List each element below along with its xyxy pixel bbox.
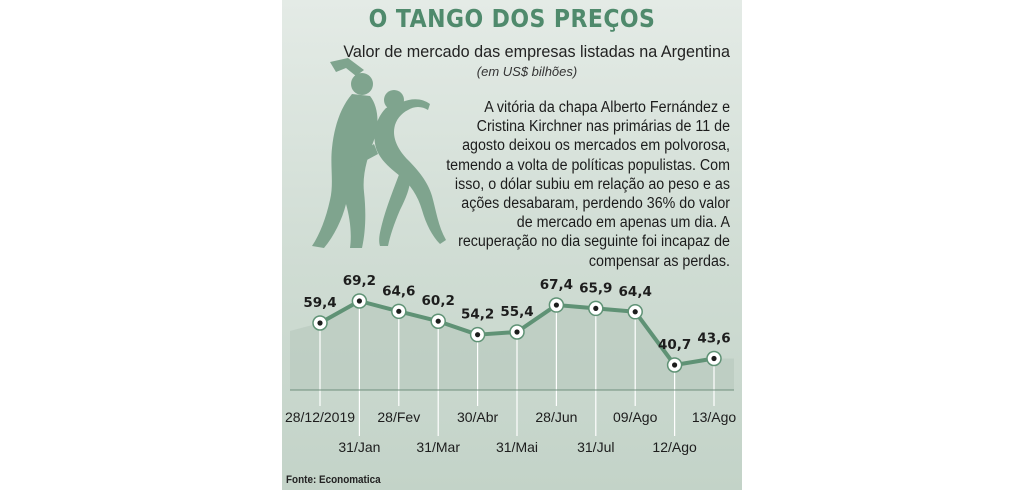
- x-tick-label: 28/Fev: [377, 409, 420, 425]
- x-tick-label: 31/Jan: [338, 439, 380, 455]
- data-point: [430, 313, 446, 329]
- data-point: [469, 326, 486, 343]
- data-point: [627, 304, 643, 320]
- data-point: [666, 357, 683, 373]
- x-tick-label: 09/Ago: [613, 409, 658, 425]
- data-label: 54,2: [461, 307, 494, 323]
- data-label: 65,9: [579, 280, 612, 296]
- data-point: [706, 350, 722, 367]
- data-label: 67,4: [540, 277, 573, 293]
- x-tick-label: 31/Mai: [496, 439, 538, 455]
- data-label: 64,4: [619, 284, 652, 300]
- data-label: 60,2: [422, 293, 455, 309]
- chart-title: O TANGO DOS PREÇOS: [368, 4, 656, 33]
- data-point: [548, 297, 565, 313]
- data-label: 64,6: [382, 283, 415, 299]
- data-point: [391, 303, 407, 320]
- chart-subtitle: Valor de mercado das empresas listadas n…: [343, 42, 730, 61]
- line-chart: 59,4 69,2 64,6 60,2 54,2 55,4 67,4 65,9 64,4 40,7…: [285, 273, 737, 455]
- data-point: [588, 300, 604, 317]
- drop-lines: [319, 301, 715, 436]
- infographic-panel: O TANGO DOS PREÇOS Valor de mercado das …: [282, 0, 742, 490]
- x-tick-label: 31/Mar: [416, 439, 460, 455]
- tango-dancers-silhouette-icon: [312, 58, 446, 248]
- x-tick-label: 13/Ago: [692, 409, 737, 425]
- area-fill: [290, 301, 734, 390]
- unit-note: (em US$ bilhões): [476, 64, 578, 79]
- data-point: [509, 324, 525, 340]
- data-point: [351, 293, 368, 309]
- data-label: 59,4: [303, 295, 336, 311]
- data-label: 40,7: [658, 337, 691, 353]
- source-note: Fonte: Economatica: [286, 474, 381, 486]
- x-tick-label: 30/Abr: [457, 409, 499, 425]
- data-label: 55,4: [500, 304, 533, 320]
- x-tick-label: 31/Jul: [577, 439, 614, 455]
- x-tick-label: 28/Jun: [535, 409, 577, 425]
- data-point: [312, 315, 328, 331]
- x-tick-label: 12/Ago: [652, 439, 697, 455]
- x-tick-label: 28/12/2019: [285, 409, 355, 425]
- data-label: 69,2: [343, 273, 376, 289]
- description-text: A vitória da chapa Alberto Fernández e C…: [446, 99, 730, 270]
- data-label: 43,6: [697, 330, 730, 346]
